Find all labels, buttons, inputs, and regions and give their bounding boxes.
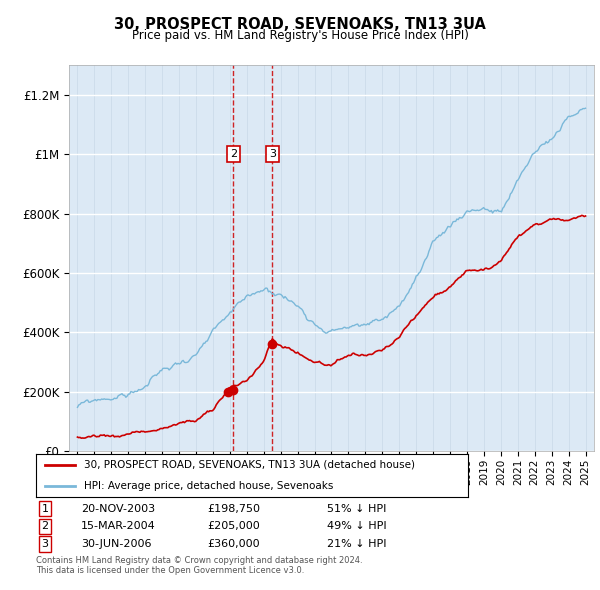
Text: £360,000: £360,000: [207, 539, 260, 549]
Text: 15-MAR-2004: 15-MAR-2004: [81, 522, 156, 531]
Text: HPI: Average price, detached house, Sevenoaks: HPI: Average price, detached house, Seve…: [83, 481, 333, 491]
Text: 2: 2: [41, 522, 49, 531]
Text: 1: 1: [41, 504, 49, 513]
Text: 30, PROSPECT ROAD, SEVENOAKS, TN13 3UA (detached house): 30, PROSPECT ROAD, SEVENOAKS, TN13 3UA (…: [83, 460, 415, 470]
Text: 3: 3: [269, 149, 276, 159]
Text: 51% ↓ HPI: 51% ↓ HPI: [327, 504, 386, 513]
Text: £198,750: £198,750: [207, 504, 260, 513]
Text: 21% ↓ HPI: 21% ↓ HPI: [327, 539, 386, 549]
Text: This data is licensed under the Open Government Licence v3.0.: This data is licensed under the Open Gov…: [36, 566, 304, 575]
Text: 30, PROSPECT ROAD, SEVENOAKS, TN13 3UA: 30, PROSPECT ROAD, SEVENOAKS, TN13 3UA: [114, 17, 486, 31]
Text: 20-NOV-2003: 20-NOV-2003: [81, 504, 155, 513]
Text: £205,000: £205,000: [207, 522, 260, 531]
Text: 2: 2: [230, 149, 237, 159]
Text: Contains HM Land Registry data © Crown copyright and database right 2024.: Contains HM Land Registry data © Crown c…: [36, 556, 362, 565]
Text: Price paid vs. HM Land Registry's House Price Index (HPI): Price paid vs. HM Land Registry's House …: [131, 30, 469, 42]
Text: 3: 3: [41, 539, 49, 549]
Text: 30-JUN-2006: 30-JUN-2006: [81, 539, 151, 549]
Text: 49% ↓ HPI: 49% ↓ HPI: [327, 522, 386, 531]
